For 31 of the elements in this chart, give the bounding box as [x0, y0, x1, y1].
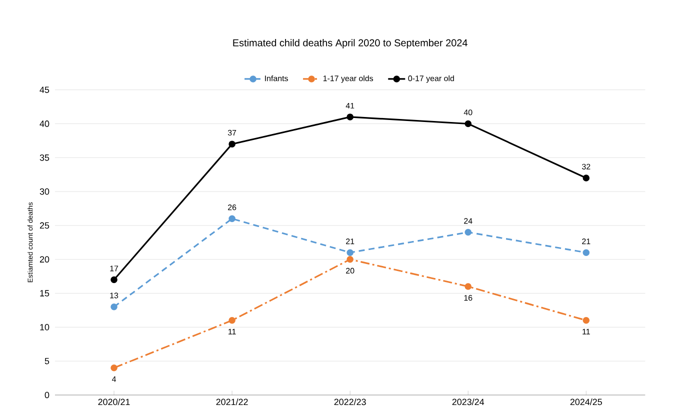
point	[464, 283, 472, 290]
chart-title: Estimated child deaths April 2020 to September 2024	[233, 39, 468, 48]
y-tick-label: 25	[40, 222, 50, 229]
point	[228, 317, 236, 324]
point	[464, 228, 472, 236]
point	[110, 364, 118, 372]
point	[346, 114, 354, 120]
y-tick-label: 30	[40, 188, 50, 195]
point	[110, 303, 118, 310]
y-tick-label: 0	[44, 392, 50, 398]
y-tick-label: 40	[40, 120, 50, 127]
y-tick-label: 10	[40, 324, 50, 330]
point	[346, 256, 354, 263]
x-tick-label: 2023/24	[452, 398, 484, 406]
y-tick-label: 20	[40, 256, 50, 263]
point	[582, 174, 590, 182]
point	[582, 317, 590, 324]
y-tick-label: 45	[40, 86, 50, 93]
point	[464, 120, 472, 128]
y-tick-label: 15	[40, 290, 50, 296]
point	[228, 215, 236, 222]
x-tick-label: 2020/21	[98, 398, 130, 406]
point	[346, 249, 354, 256]
y-tick-label: 35	[40, 154, 50, 161]
x-tick-label: 2021/22	[216, 398, 248, 406]
point	[228, 140, 236, 148]
x-tick-label: 2024/25	[570, 398, 602, 406]
point	[582, 249, 590, 256]
point	[110, 276, 118, 284]
x-tick-label: 2022/23	[334, 398, 366, 406]
y-tick-label: 5	[44, 358, 50, 364]
